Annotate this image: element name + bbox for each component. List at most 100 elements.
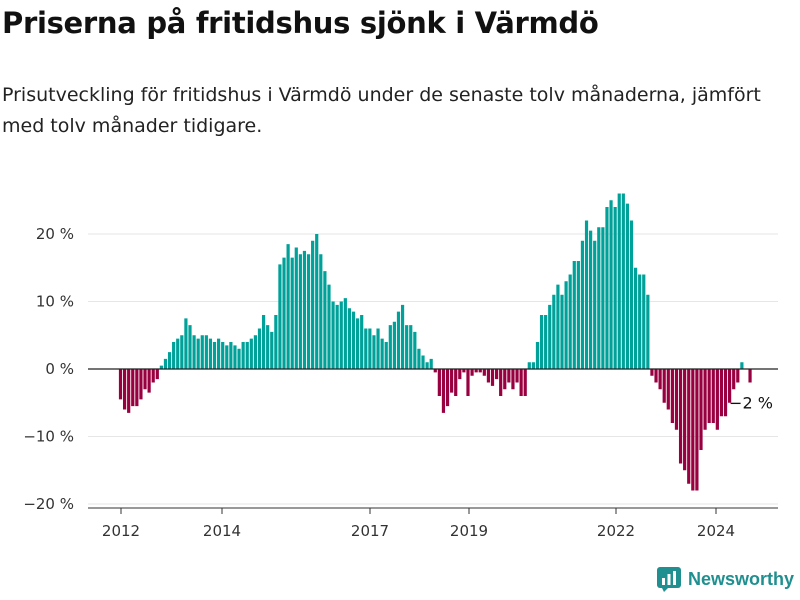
bar [564,281,568,369]
bar [131,369,135,407]
bar [560,294,564,369]
x-tick-label: 2012 [102,522,140,540]
bar [507,369,511,383]
bar [147,369,151,393]
bar [323,271,327,370]
y-tick-label: 10 % [36,293,74,311]
bar [417,348,421,369]
bar [699,369,703,450]
bar [503,369,507,390]
bar [662,369,666,403]
bar [425,362,429,369]
bar [217,338,221,370]
bar [683,369,687,471]
bar [584,220,589,369]
bar [245,342,249,369]
x-tick-label: 2019 [450,522,488,540]
bar [192,335,196,369]
bar [613,207,617,369]
bar [470,369,474,376]
bar [237,348,241,369]
end-value-annotation: −2 % [729,394,773,413]
bar [593,240,597,369]
bar [413,331,417,370]
bar [527,362,531,369]
y-tick-label: 0 % [45,360,74,378]
bar [597,227,601,369]
bar [666,369,670,410]
bar [122,369,127,410]
bar [229,342,233,369]
bar [335,304,339,370]
bar [576,261,580,369]
bar [621,193,625,369]
bar [339,301,343,369]
bar [184,318,188,370]
bar [266,325,270,370]
bar [719,369,724,417]
bar [646,294,650,369]
bar [723,369,728,417]
bar [302,250,307,370]
bar [360,315,364,369]
bar [715,369,719,430]
bar [638,274,642,369]
x-tick-label: 2014 [203,522,241,540]
bar [163,358,168,370]
bar [552,294,556,369]
bar [490,369,495,386]
bar [654,369,658,383]
bar [139,369,143,400]
bar [633,267,638,369]
bar [499,369,503,396]
bar [732,369,736,390]
bar [695,369,699,491]
bar [180,335,184,369]
bar [319,254,323,369]
bar [261,315,266,369]
x-tick-label: 2022 [597,522,635,540]
bar [658,369,662,390]
bar [331,301,335,369]
brand-name: Newsworthy [687,568,794,589]
bar [343,298,347,370]
bar [601,227,605,369]
y-tick-label: 20 % [36,225,74,243]
bar [221,342,225,369]
bar [135,369,139,407]
bar [609,200,613,369]
bar [118,369,123,400]
bar [441,369,446,413]
bar [740,362,744,369]
brand-logo: Newsworthy [656,566,794,592]
bar [200,335,204,369]
bar [204,335,208,369]
bar [290,257,294,370]
bar [670,369,674,423]
bar [454,369,458,396]
bar [225,345,229,370]
bar [368,328,372,369]
bar [392,321,396,369]
bar [351,311,356,370]
bar [478,369,482,373]
bar [711,369,715,423]
bar [400,304,405,370]
bar [315,234,319,369]
bar [409,325,413,370]
bar [535,342,540,369]
bar [278,264,282,370]
bar [249,338,253,370]
bar [167,352,172,370]
newsworthy-logo-icon [656,567,681,592]
bar [356,318,360,370]
bar [650,369,654,376]
bar [580,240,585,369]
bar [429,358,433,370]
bar [286,244,290,370]
bar [421,355,425,369]
x-tick-label: 2017 [351,522,389,540]
bar [270,331,274,370]
bar [208,338,213,370]
